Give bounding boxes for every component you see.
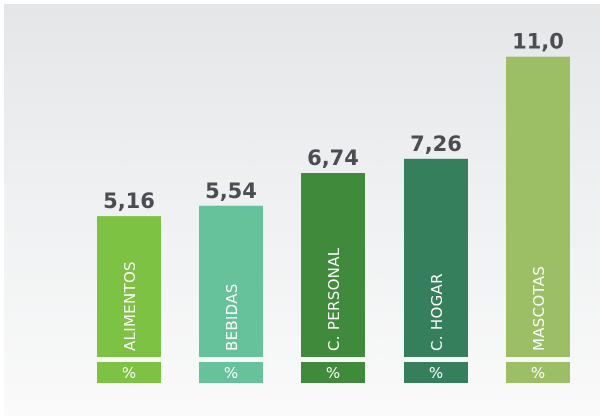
value-label-c-personal: 6,74 <box>307 146 359 170</box>
unit-box-alimentos <box>97 362 161 383</box>
unit-label-alimentos: % <box>122 364 136 382</box>
bar-mascotas <box>506 56 570 357</box>
bar-group-mascotas: % 11,0 MASCOTAS <box>506 30 570 383</box>
unit-label-bebidas: % <box>224 364 238 382</box>
bar-alimentos <box>97 216 161 357</box>
category-label-bebidas: BEBIDAS <box>223 283 241 351</box>
unit-box-c-hogar <box>404 362 468 383</box>
category-label-c-personal: C. PERSONAL <box>325 247 343 351</box>
bar-group-bebidas: % 5,54 BEBIDAS <box>199 179 263 383</box>
bar-bebidas <box>199 205 263 357</box>
unit-box-c-personal <box>301 362 365 383</box>
bar-c-personal <box>301 172 365 357</box>
category-label-alimentos: ALIMENTOS <box>121 261 139 351</box>
category-label-c-hogar: C. HOGAR <box>428 273 446 351</box>
bar-c-hogar <box>404 158 468 357</box>
unit-label-c-personal: % <box>326 364 340 382</box>
bar-group-alimentos: % 5,16 ALIMENTOS <box>97 189 161 383</box>
unit-box-bebidas <box>199 362 263 383</box>
category-label-mascotas: MASCOTAS <box>530 266 548 351</box>
value-label-alimentos: 5,16 <box>103 189 155 213</box>
unit-label-mascotas: % <box>531 364 545 382</box>
bar-group-c-hogar: % 7,26 C. HOGAR <box>404 132 468 383</box>
unit-box-mascotas <box>506 362 570 383</box>
value-label-bebidas: 5,54 <box>205 179 257 203</box>
bar-group-c-personal: % 6,74 C. PERSONAL <box>301 146 365 383</box>
value-label-c-hogar: 7,26 <box>410 132 462 156</box>
value-label-mascotas: 11,0 <box>512 30 564 54</box>
unit-label-c-hogar: % <box>429 364 443 382</box>
